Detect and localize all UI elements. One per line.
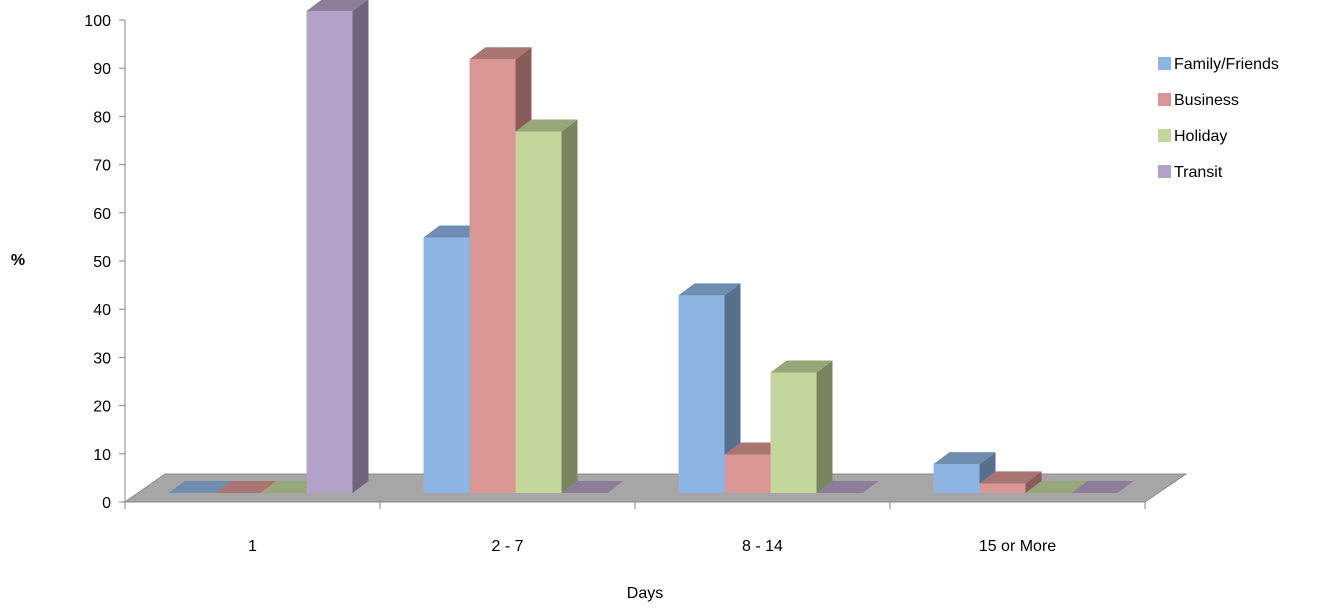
axes: 0 10 20 30 40 50 60 70 80 90 100 1 2 - 7 8 - 14 15 or …	[84, 13, 1146, 555]
x-tick-label: 2 - 7	[491, 538, 523, 555]
bar-top	[515, 119, 578, 132]
bar	[515, 119, 578, 493]
bar-top	[1025, 481, 1088, 493]
legend-entry: Business	[1158, 92, 1239, 109]
legend-entry: Family/Friends	[1158, 56, 1279, 73]
bar	[816, 481, 879, 493]
y-tick-label: 50	[93, 254, 111, 271]
bar-top	[1071, 481, 1134, 493]
x-tick-label: 8 - 14	[742, 538, 783, 555]
bar	[561, 481, 624, 493]
y-tick-label: 30	[93, 350, 111, 367]
bar	[678, 283, 741, 493]
x-tick-label: 1	[248, 538, 257, 555]
legend-label: Holiday	[1174, 128, 1227, 145]
legend-entry: Holiday	[1158, 128, 1227, 145]
bar	[168, 481, 231, 493]
bar-front	[515, 131, 562, 493]
bar-top	[306, 0, 368, 11]
bar-side	[561, 119, 578, 493]
bar	[214, 481, 277, 493]
bar-top	[933, 452, 996, 465]
y-tick-label: 10	[93, 447, 111, 464]
bar-front	[724, 454, 771, 493]
legend-label: Transit	[1174, 164, 1223, 181]
y-axis-label: %	[11, 252, 25, 269]
x-axis-label: Days	[627, 585, 663, 602]
bars	[168, 0, 1134, 494]
legend-entry: Transit	[1158, 164, 1223, 181]
bar-front	[770, 372, 817, 493]
legend-swatch	[1158, 165, 1171, 178]
y-tick-label: 60	[93, 206, 111, 223]
bar-top	[678, 283, 741, 296]
y-tick-label: 40	[93, 302, 111, 319]
legend-swatch	[1158, 129, 1171, 142]
bar	[979, 471, 1042, 493]
y-tick-label: 90	[93, 61, 111, 78]
bar-front	[306, 11, 353, 493]
bar	[933, 452, 996, 493]
bar-side	[724, 283, 741, 493]
bar-top	[168, 481, 231, 493]
bar-front	[678, 295, 725, 493]
legend-swatch	[1158, 93, 1171, 106]
y-tick-label: 70	[93, 158, 111, 175]
bar	[770, 360, 833, 493]
x-tick-label: 15 or More	[979, 538, 1056, 555]
bar	[1071, 481, 1134, 493]
bar-side	[816, 360, 833, 493]
legend-label: Family/Friends	[1174, 56, 1279, 73]
legend-label: Business	[1174, 92, 1239, 109]
bar-front	[469, 59, 516, 493]
y-tick-label: 0	[102, 495, 111, 512]
bar-front	[933, 464, 980, 493]
bar-front	[423, 237, 470, 493]
y-tick-label: 20	[93, 399, 111, 416]
bar-front	[979, 483, 1026, 493]
bar-top	[816, 481, 879, 493]
bar-top	[979, 471, 1042, 484]
y-tick-label: 80	[93, 109, 111, 126]
bar	[306, 0, 369, 493]
bar-side	[1025, 471, 1042, 493]
bar-top	[214, 481, 277, 493]
bar-side	[352, 0, 369, 493]
bar-top	[770, 360, 833, 373]
bar-top	[561, 481, 624, 493]
y-tick-label: 100	[84, 13, 111, 30]
legend-swatch	[1158, 57, 1171, 70]
legend: Family/Friends Business Holiday Transit	[1158, 56, 1279, 181]
bar-top	[469, 47, 532, 60]
bar	[1025, 481, 1088, 493]
